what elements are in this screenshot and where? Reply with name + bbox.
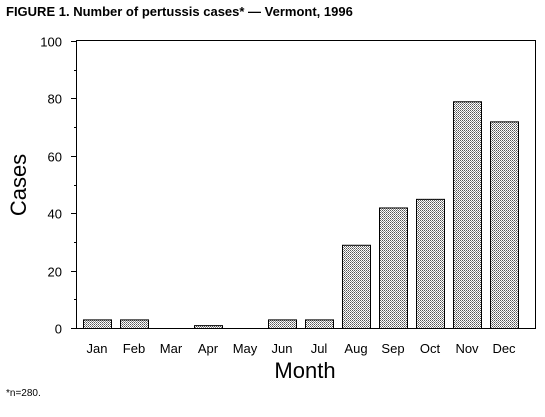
x-axis: Jan Feb Mar Apr May Jun Jul Aug Sep Oct Nov Dec bbox=[87, 341, 517, 356]
x-tick-label-jun: Jun bbox=[272, 341, 293, 356]
x-tick-label-sep: Sep bbox=[381, 341, 404, 356]
figure-title-label: FIGURE 1. bbox=[6, 4, 70, 19]
x-tick-label-apr: Apr bbox=[198, 341, 219, 356]
bar-jan bbox=[83, 319, 112, 330]
y-tick-label-60: 60 bbox=[48, 150, 62, 165]
bar-aug bbox=[342, 244, 371, 330]
y-tick-label-0: 0 bbox=[55, 322, 62, 337]
footnote-text: n=280. bbox=[9, 388, 41, 399]
footnote: *n=280. bbox=[6, 388, 41, 399]
bar-nov bbox=[453, 101, 482, 329]
x-tick-label-oct: Oct bbox=[420, 341, 441, 356]
x-axis-title: Month bbox=[274, 358, 335, 383]
y-tick-label-40: 40 bbox=[48, 207, 62, 222]
figure-title-text: Number of pertussis cases* — Vermont, 19… bbox=[73, 4, 353, 19]
x-tick-label-may: May bbox=[233, 341, 258, 356]
bar-dec bbox=[490, 121, 519, 329]
x-tick-label-feb: Feb bbox=[123, 341, 145, 356]
x-tick-label-nov: Nov bbox=[455, 341, 479, 356]
bar-apr bbox=[194, 325, 223, 330]
y-tick-label-20: 20 bbox=[48, 265, 62, 280]
figure-title: FIGURE 1. Number of pertussis cases* — V… bbox=[6, 4, 353, 19]
x-tick-label-jul: Jul bbox=[311, 341, 328, 356]
x-tick-label-jan: Jan bbox=[87, 341, 108, 356]
bar-sep bbox=[379, 207, 408, 330]
bar-jun bbox=[268, 319, 297, 330]
x-tick-label-mar: Mar bbox=[160, 341, 183, 356]
y-axis-title: Cases bbox=[6, 154, 31, 216]
bar-jul bbox=[305, 319, 334, 330]
bar-oct bbox=[416, 198, 445, 329]
bars-group bbox=[83, 101, 519, 330]
y-tick-label-80: 80 bbox=[48, 92, 62, 107]
footnote-mark: * bbox=[6, 388, 10, 399]
y-tick-label-100: 100 bbox=[40, 35, 62, 50]
y-axis: 0 20 40 60 80 100 bbox=[40, 35, 77, 337]
x-tick-label-aug: Aug bbox=[344, 341, 367, 356]
x-tick-label-dec: Dec bbox=[492, 341, 516, 356]
bar-feb bbox=[120, 319, 149, 330]
